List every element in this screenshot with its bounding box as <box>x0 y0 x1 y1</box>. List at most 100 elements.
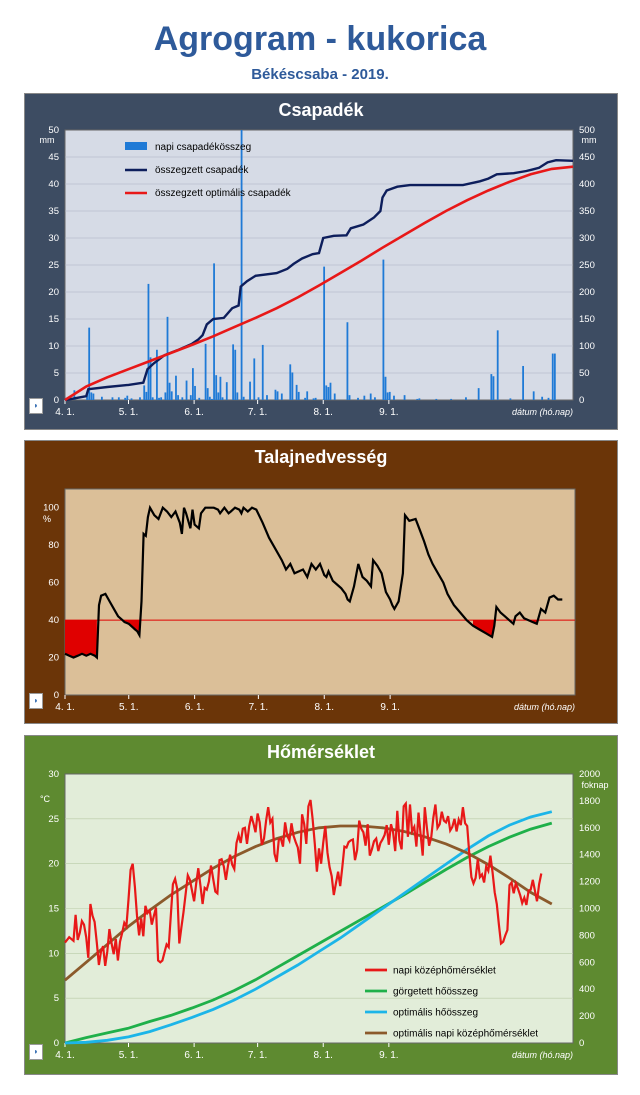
y-tick-label-left: 0 <box>54 1038 59 1049</box>
legend-swatch-daily-rain <box>125 142 147 150</box>
legend-label: napi csapadékösszeg <box>155 142 251 153</box>
rain-bar <box>369 393 372 400</box>
rain-bar <box>156 349 158 400</box>
rain-bar <box>234 349 237 400</box>
y-tick-label-left: 40 <box>48 179 59 190</box>
y-tick-label-right: 1600 <box>579 823 600 834</box>
rain-bar <box>465 397 467 400</box>
y-tick-label-right: 500 <box>579 125 595 136</box>
y-tick-label-right: 350 <box>579 206 595 217</box>
y-tick-label-left: 10 <box>48 948 59 959</box>
y-tick-label: 20 <box>48 653 59 664</box>
rain-bar <box>124 397 127 400</box>
rain-bar <box>88 327 91 400</box>
y-axis-unit-left: mm <box>40 135 55 145</box>
x-tick-label: 9. 1. <box>380 702 399 713</box>
x-tick-label: 4. 1. <box>55 1050 74 1061</box>
rain-bar <box>266 395 268 400</box>
rain-bar <box>170 391 173 400</box>
temp-chart-title: Hőmérséklet <box>266 742 376 762</box>
rain-bar <box>111 397 114 400</box>
legend-label: görgetett hőösszeg <box>393 987 478 998</box>
cumulative-rain-line <box>64 158 574 402</box>
x-axis-label: dátum (hó.nap) <box>512 1050 573 1060</box>
legend-label: optimális hőösszeg <box>393 1008 478 1019</box>
rain-bar <box>164 392 167 400</box>
y-tick-label-right: 1800 <box>579 796 600 807</box>
y-tick-label-left: 0 <box>54 395 59 406</box>
y-tick-label-left: 15 <box>48 314 59 325</box>
y-axis-unit-left: °C <box>40 794 51 804</box>
rain-bar <box>403 395 406 400</box>
rain-bar <box>348 395 351 400</box>
y-tick-label-right: 800 <box>579 930 595 941</box>
deficit-area <box>124 620 140 636</box>
rain-bar <box>189 395 192 400</box>
y-tick-label-right: 100 <box>579 341 595 352</box>
y-tick-label: 40 <box>48 615 59 626</box>
rain-bar <box>211 398 213 400</box>
legend-label: optimális napi középhőmérséklet <box>393 1029 538 1040</box>
plot-area <box>64 488 576 696</box>
page-subtitle: Békéscsaba - 2019. <box>251 66 389 83</box>
y-tick-label-left: 50 <box>48 125 59 136</box>
x-tick-label: 5. 1. <box>119 702 138 713</box>
y-tick-label-right: 50 <box>579 368 590 379</box>
series-line-2 <box>64 810 553 1045</box>
x-tick-label: 7. 1. <box>248 407 267 418</box>
y-tick-label-right: 600 <box>579 957 595 968</box>
rain-bar <box>168 382 171 400</box>
temp-panel: Hőmérséklet 4. 1. 5. 1. 6. 1. 7. 1. 8. 1. 9. … <box>24 735 618 1075</box>
rain-bar <box>541 396 544 400</box>
deficit-area <box>473 620 495 637</box>
y-axis-unit-right: mm <box>582 135 597 145</box>
rain-bar <box>206 388 209 400</box>
y-tick-label-left: 20 <box>48 287 59 298</box>
rain-bar <box>477 388 480 400</box>
x-tick-label: 4. 1. <box>55 407 74 418</box>
y-tick-label-right: 200 <box>579 287 595 298</box>
x-tick-label: 9. 1. <box>379 407 398 418</box>
y-tick-label-right: 250 <box>579 260 595 271</box>
rain-bar <box>240 130 243 400</box>
rain-bar <box>509 398 512 400</box>
rain-bar <box>357 397 359 400</box>
rain-bar <box>198 397 201 400</box>
rain-bar <box>297 391 300 400</box>
rain-bar <box>553 353 556 400</box>
rain-bar <box>213 263 215 400</box>
rain-bar <box>139 397 141 400</box>
rain-bar <box>522 365 524 400</box>
y-tick-label-left: 25 <box>48 260 59 271</box>
y-axis-unit-right: foknap <box>581 780 608 790</box>
y-tick-label-left: 20 <box>48 859 59 870</box>
rain-bar <box>388 391 391 400</box>
soil-chart-title: Talajnedvesség <box>254 447 388 467</box>
y-tick-label-left: 5 <box>54 368 59 379</box>
optimal-rain-line <box>64 165 574 402</box>
y-tick-label-left: 30 <box>48 233 59 244</box>
x-tick-label: 8. 1. <box>313 1050 332 1061</box>
rain-bar <box>130 398 133 400</box>
rain-bar <box>547 397 550 400</box>
y-tick-label-right: 1200 <box>579 877 600 888</box>
rain-bar <box>289 364 292 400</box>
rain-bar <box>312 398 315 400</box>
rain-bar <box>490 374 493 400</box>
rain-bar <box>450 398 453 400</box>
omsz-logo-icon: ◗ <box>29 693 43 709</box>
rain-bar <box>192 368 194 400</box>
rain-bar <box>232 344 235 400</box>
rain-bar <box>217 392 220 400</box>
x-tick-label: 7. 1. <box>248 1050 267 1061</box>
y-tick-label: 60 <box>48 578 59 589</box>
x-tick-label: 5. 1. <box>119 407 138 418</box>
rain-bar <box>149 357 152 400</box>
rain-bar <box>253 358 256 400</box>
y-tick-label-right: 2000 <box>579 769 600 780</box>
rain-bar <box>185 380 188 400</box>
rain-bar <box>532 391 535 400</box>
rain-bar <box>363 395 366 400</box>
soil-panel: Talajnedvesség 4. 1. 5. 1. 6. 1. 7. 1. 8. 1.… <box>24 440 618 724</box>
y-tick-label-left: 30 <box>48 769 59 780</box>
